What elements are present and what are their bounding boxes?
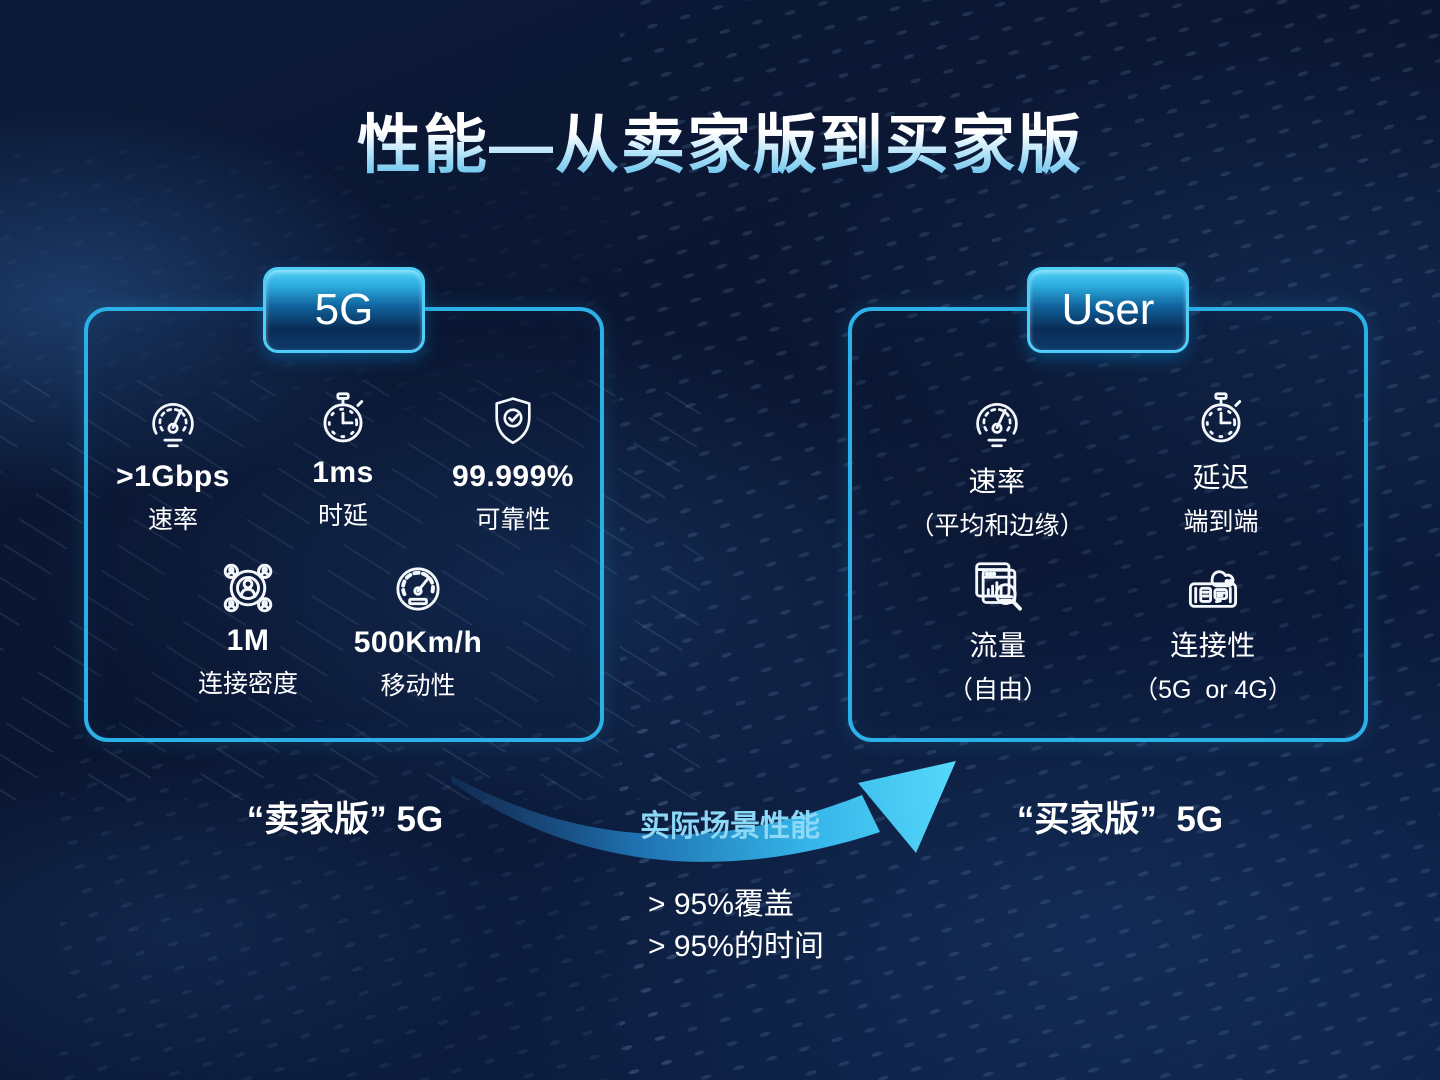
stat-user-rate: 速率 （平均和边缘） <box>887 392 1107 542</box>
connectivity-icon <box>1103 556 1323 618</box>
stat-value: 速率 <box>968 466 1026 497</box>
stat-label: （自由） <box>947 676 1048 704</box>
page-title: 性能—从卖家版到买家版 <box>0 94 1440 186</box>
stat-mobility: 500Km/h 移动性 <box>308 558 528 702</box>
stat-label: （平均和边缘） <box>909 512 1085 540</box>
footnote-time: > 95%的时间 <box>648 930 824 963</box>
stat-label: （5G or 4G） <box>1133 676 1293 704</box>
stat-user-traffic: 流量 （自由） <box>888 556 1108 706</box>
stat-label: 端到端 <box>1183 508 1259 536</box>
badge-user-label: User <box>1061 285 1155 334</box>
stopwatch-icon <box>1111 388 1331 450</box>
stat-value: 99.999% <box>452 460 574 493</box>
stat-value: 延迟 <box>1192 462 1250 493</box>
badge-user: User <box>1027 267 1189 353</box>
speedometer-icon <box>887 392 1107 454</box>
badge-5g: 5G <box>263 267 425 353</box>
caption-buyer-5g: “买家版” 5G <box>1016 800 1224 839</box>
traffic-analytics-icon <box>888 556 1108 618</box>
stat-user-connectivity: 连接性 （5G or 4G） <box>1103 556 1323 706</box>
stat-value: 500Km/h <box>353 626 483 659</box>
mobility-gauge-icon <box>308 558 528 620</box>
stat-label: 移动性 <box>380 672 456 700</box>
footnotes: > 95%覆盖 > 95%的时间 <box>648 884 824 968</box>
stat-value: 流量 <box>969 630 1027 661</box>
stat-label: 可靠性 <box>475 506 551 534</box>
stat-reliability: 99.999% 可靠性 <box>403 392 623 536</box>
stat-value: 连接性 <box>1170 630 1256 661</box>
stat-user-delay: 延迟 端到端 <box>1111 388 1331 538</box>
shield-check-icon <box>403 392 623 454</box>
arrow-label: 实际场景性能 <box>640 810 820 843</box>
footnote-coverage: > 95%覆盖 <box>648 888 794 921</box>
caption-seller-5g: “卖家版” 5G <box>246 800 444 839</box>
badge-5g-label: 5G <box>314 285 374 334</box>
